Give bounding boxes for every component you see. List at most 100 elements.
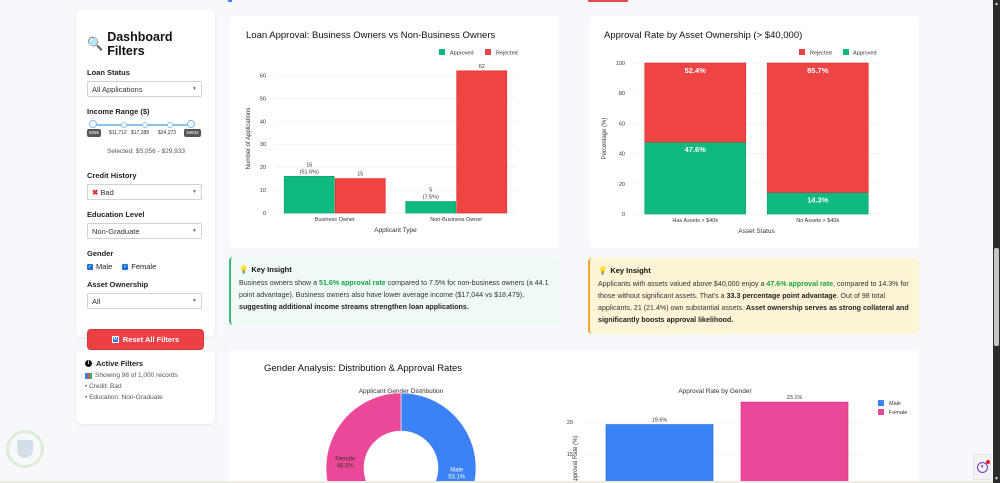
active-filter-item: • Education: Non-Graduate xyxy=(85,394,163,401)
scrollbar-thumb[interactable] xyxy=(994,248,999,346)
vertical-scrollbar[interactable]: ▲ ▼ xyxy=(993,0,1000,483)
legend-swatch-female xyxy=(878,409,884,415)
chevron-down-icon: ▼ xyxy=(192,228,197,234)
selected-range-text: Selected: $5,056 - $29,933 xyxy=(106,148,186,155)
credit-history-label: Credit History xyxy=(87,171,137,180)
y-tick-label: 30 xyxy=(260,142,266,148)
pie-slice-female xyxy=(325,392,402,483)
min-value-badge: 5055 xyxy=(87,129,102,137)
education-label: Education Level xyxy=(87,210,145,219)
data-label: 14.3% xyxy=(807,195,829,204)
gender-charts: Applicant Gender Distribution Male 53.1% Fe… xyxy=(325,388,907,483)
checkbox-male[interactable]: ✓ xyxy=(87,263,93,270)
gender-male-option[interactable]: ✓ Male xyxy=(87,262,112,271)
lightbulb-icon: 💡 xyxy=(239,265,249,274)
legend-label: Male xyxy=(889,401,901,407)
data-label: 15 xyxy=(357,172,363,178)
insight-text: Applicants with assets valued above $40,… xyxy=(598,278,909,326)
chevron-down-icon: ▼ xyxy=(192,298,197,304)
reset-filters-label: Reset All Filters xyxy=(122,335,180,344)
shield-icon xyxy=(17,440,33,458)
insight-title: 💡 Key Insight xyxy=(598,265,909,277)
checkbox-female[interactable]: ✓ xyxy=(122,263,129,270)
reset-filters-button[interactable]: ↻ Reset All Filters xyxy=(87,329,204,350)
bottom-strip xyxy=(0,481,993,483)
y-tick-label: 100 xyxy=(616,61,625,67)
y-axis-title: Number of Applications xyxy=(246,108,252,170)
refresh-icon: ↻ xyxy=(111,336,119,343)
insight-bold: 33.3 percentage point advantage xyxy=(726,292,837,300)
bar-rejected xyxy=(334,178,386,214)
red-x-icon: ✖ xyxy=(92,187,99,197)
checkbox-label: Female xyxy=(131,262,157,271)
pie-title: Applicant Gender Distribution xyxy=(359,388,444,395)
credit-history-select[interactable]: ✖ Bad ▼ xyxy=(87,184,202,200)
y-tick-label: 20 xyxy=(619,182,625,188)
y-tick-label: 10 xyxy=(260,188,266,194)
chart-title: Approval Rate by Asset Ownership (> $40,… xyxy=(604,30,803,41)
income-range-label: Income Range ($) xyxy=(87,107,150,116)
insight-highlight: 51.6% approval rate xyxy=(319,279,386,287)
data-label: 85.7% xyxy=(807,66,829,75)
legend-label: Rejected xyxy=(810,51,832,57)
active-filters-panel: i Active Filters Showing 98 of 1,000 rec… xyxy=(76,350,215,424)
insight-text: Business owners show a 51.6% approval ra… xyxy=(239,277,550,313)
y-tick-label: 0 xyxy=(622,212,625,218)
filters-sidebar: 🔍 Dashboard Filters Loan Status All Appl… xyxy=(76,10,215,350)
slider-max-handle[interactable] xyxy=(187,120,195,128)
legend-swatch-rejected xyxy=(485,49,491,55)
y-axis-title: Percentage (%) xyxy=(602,118,608,160)
insight-title: 💡 Key Insight xyxy=(239,264,550,276)
data-label: 47.6% xyxy=(685,145,707,154)
collapse-panel-button[interactable]: « xyxy=(973,454,991,480)
bar-rejected xyxy=(456,70,508,214)
records-count-text: Showing 98 of 1,000 records xyxy=(95,372,178,379)
y-tick-label: 0 xyxy=(263,211,266,217)
active-filters-title: i Active Filters xyxy=(85,359,206,368)
pie-label: Female 46.9% xyxy=(335,457,356,470)
slider-min-handle[interactable] xyxy=(89,120,97,128)
checkbox-label: Male xyxy=(96,262,113,271)
watermark-logo xyxy=(6,430,44,468)
scrolled-edge-right xyxy=(588,0,628,2)
income-range-slider[interactable]: 5055 $11,712 $17,388 $24,273 29933 xyxy=(87,120,202,146)
y-tick-label: 20 xyxy=(260,165,266,171)
asset-ownership-value: All xyxy=(92,296,101,306)
x-tick-label: Has Assets > $40k xyxy=(672,218,718,224)
chart-title: Loan Approval: Business Owners vs Non-Bu… xyxy=(246,30,496,41)
scroll-up-arrow[interactable]: ▲ xyxy=(994,1,999,7)
bar-approved xyxy=(283,175,335,214)
insight-box-business: 💡 Key Insight Business owners show a 51.6… xyxy=(229,257,560,325)
slider-tick: $24,273 xyxy=(158,130,177,136)
asset-ownership-select[interactable]: All ▼ xyxy=(87,293,202,309)
insight-title-text: Key Insight xyxy=(610,266,651,275)
bar-approved xyxy=(405,201,457,214)
pie-label: Male 53.1% xyxy=(448,467,466,480)
loan-status-select[interactable]: All Applications ▼ xyxy=(87,81,202,97)
bar-chart-icon xyxy=(85,372,92,379)
active-filters-title-text: Active Filters xyxy=(96,359,144,368)
asset-ownership-chart: 0 20 40 60 80 100 47.6% 52.4% Has Assets > $40k 1… xyxy=(602,49,879,235)
bar-female xyxy=(740,401,849,483)
y-tick-label: 20 xyxy=(567,420,573,426)
insight-text-part: Business owners show a xyxy=(239,279,320,287)
gender-female-option[interactable]: ✓ Female xyxy=(122,262,156,271)
insight-text-part: , compared to 14.3% for those without si… xyxy=(598,280,909,300)
credit-history-value-wrap: ✖ Bad xyxy=(92,188,114,197)
education-select[interactable]: Non-Graduate ▼ xyxy=(87,223,202,239)
insight-box-assets: 💡 Key Insight Applicants with assets valu… xyxy=(588,258,919,334)
scroll-down-arrow[interactable]: ▼ xyxy=(994,476,999,482)
magnifier-icon: 🔍 xyxy=(87,36,104,51)
scrolled-edge-left xyxy=(228,0,232,2)
info-icon: i xyxy=(85,360,92,367)
bar-approved xyxy=(644,141,747,215)
insight-bold: suggesting additional income streams str… xyxy=(239,303,469,311)
y-tick-label: 50 xyxy=(260,96,266,102)
data-label: 23.1% xyxy=(787,395,803,401)
y-tick-label: 15 xyxy=(567,452,573,458)
data-label: 16 (51.6%) xyxy=(300,162,319,175)
legend-label: Approved xyxy=(450,51,474,57)
education-value: Non-Graduate xyxy=(92,226,140,236)
credit-history-value: Bad xyxy=(100,187,114,197)
legend-label: Rejected xyxy=(496,51,518,57)
